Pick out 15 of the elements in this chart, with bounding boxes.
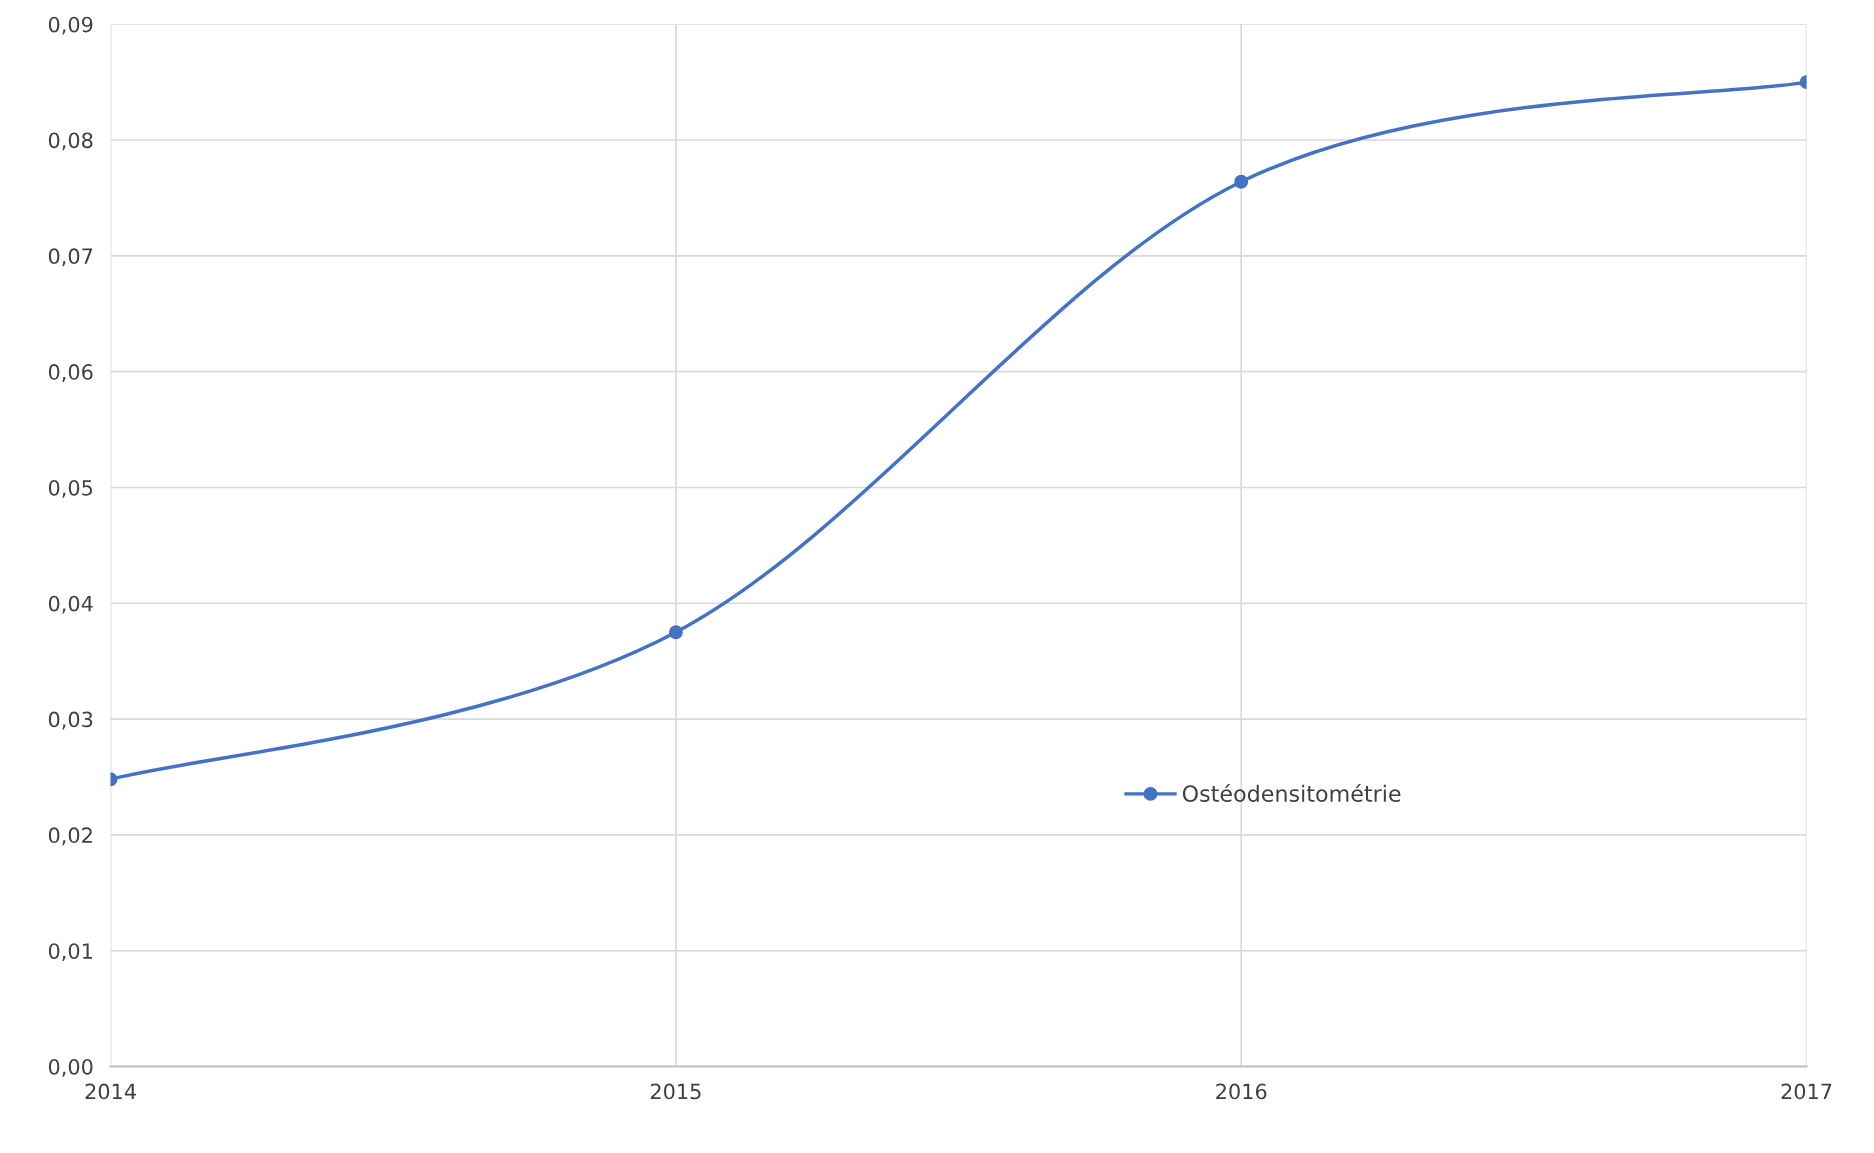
y-tick-label: 0,08 xyxy=(48,132,93,151)
y-tick-label: 0,06 xyxy=(48,364,93,382)
x-tick-label: 2015 xyxy=(650,1083,701,1100)
x-tick-label: 2014 xyxy=(85,1083,136,1100)
y-tick-label: 0,03 xyxy=(48,711,93,730)
y-tick-label: 0,09 xyxy=(48,16,93,35)
y-tick-label: 0,07 xyxy=(48,248,93,267)
y-tick-label: 0,00 xyxy=(48,1058,93,1077)
y-tick-label: 0,01 xyxy=(48,943,92,962)
y-tick-label: 0,05 xyxy=(48,479,93,498)
y-tick-label: 0,04 xyxy=(48,595,93,614)
legend-label: Ostéodensitométrie xyxy=(1182,783,1401,802)
x-tick-label: 2017 xyxy=(1781,1083,1832,1100)
x-tick-label: 2016 xyxy=(1216,1083,1267,1100)
y-tick-label: 0,02 xyxy=(48,827,92,846)
